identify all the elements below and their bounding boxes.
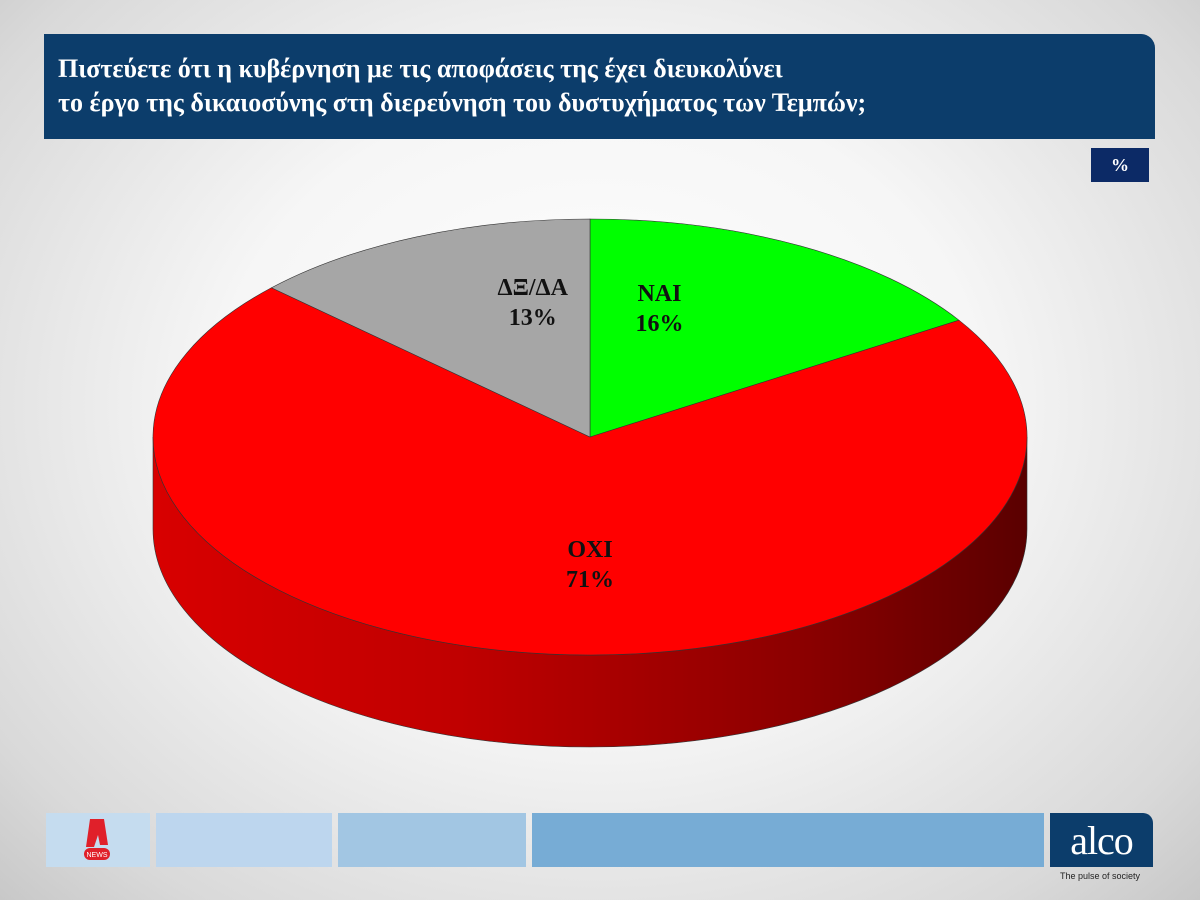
- footer-bar-2: [338, 813, 526, 867]
- question-title: Πιστεύετε ότι η κυβέρνηση με τις αποφάσε…: [44, 34, 1155, 139]
- slice-value-2: 13%: [509, 305, 557, 331]
- pie-slice-0: [589, 218, 960, 438]
- alpha-logo-icon: NEWS: [84, 819, 110, 860]
- footer-bar-3: [532, 813, 1044, 867]
- news-text: NEWS: [87, 852, 108, 859]
- slice-value-0: 16%: [635, 311, 683, 337]
- footer-bar-1: [156, 813, 332, 867]
- alco-tagline: The pulse of society: [1060, 871, 1141, 881]
- slice-label-1: ΟΧΙ: [567, 537, 612, 563]
- slice-label-2: ΔΞ/ΔΑ: [498, 275, 569, 301]
- title-line-2: το έργο της δικαιοσύνης στη διερεύνηση τ…: [58, 88, 867, 117]
- alco-logo: alco: [1050, 813, 1153, 867]
- slice-value-1: 71%: [566, 567, 614, 593]
- slice-label-0: ΝΑΙ: [637, 281, 681, 307]
- alpha-news-logo: NEWS: [46, 813, 150, 867]
- title-line-1: Πιστεύετε ότι η κυβέρνηση με τις αποφάσε…: [58, 54, 783, 83]
- pie-slice-1: [152, 287, 1028, 656]
- unit-badge: %: [1091, 148, 1149, 182]
- pie-slice-2: [270, 218, 591, 438]
